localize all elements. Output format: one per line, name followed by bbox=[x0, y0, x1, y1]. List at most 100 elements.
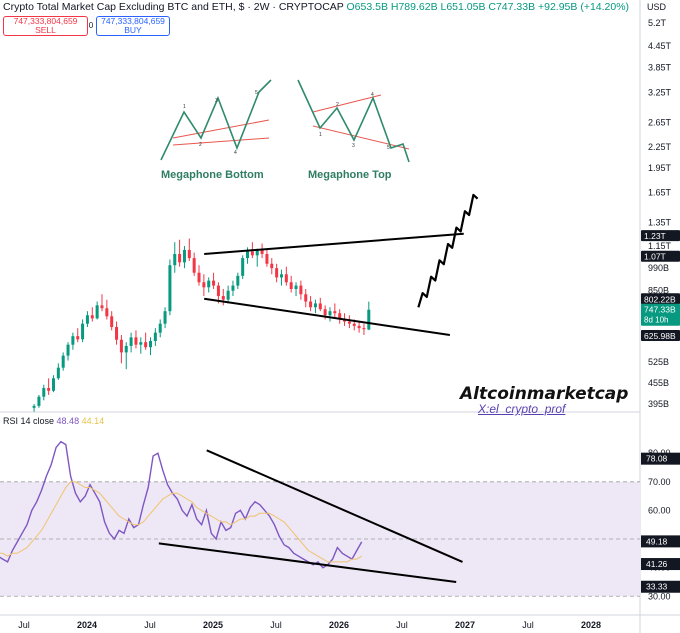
candle-body bbox=[61, 355, 65, 368]
watermark-title: Altcoinmarketcap bbox=[460, 384, 629, 404]
rsi-trendline bbox=[158, 542, 457, 583]
candle-body bbox=[144, 342, 148, 348]
candle-body bbox=[231, 285, 235, 291]
top-point-5: 5 bbox=[387, 145, 390, 151]
candle-body bbox=[357, 325, 361, 329]
price-tick-label: 525B bbox=[648, 357, 669, 367]
candle-body bbox=[284, 274, 288, 283]
candle-body bbox=[168, 265, 172, 312]
price-tick-label: 3.25T bbox=[648, 87, 672, 97]
buy-button[interactable]: 747,333,804,659 BUY bbox=[96, 16, 170, 36]
candle-body bbox=[81, 323, 85, 340]
price-tick-label: 990B bbox=[648, 263, 669, 273]
price-trendline bbox=[204, 297, 451, 336]
candle-body bbox=[279, 274, 283, 278]
candle-body bbox=[76, 336, 80, 340]
time-tick-label: Jul bbox=[270, 620, 282, 630]
rsi-label-text: 41.26 bbox=[646, 559, 668, 569]
candle-body bbox=[187, 249, 191, 259]
price-tick-label: 1.65T bbox=[648, 188, 672, 198]
time-tick-label: Jul bbox=[144, 620, 156, 630]
rsi-label-text: 33.33 bbox=[646, 582, 668, 592]
candle-body bbox=[250, 251, 254, 256]
candle-body bbox=[318, 303, 322, 310]
candle-body bbox=[216, 285, 220, 297]
price-label-text: 1.07T bbox=[644, 252, 666, 262]
price-tick-label: 455B bbox=[648, 378, 669, 388]
candle-body bbox=[153, 332, 157, 341]
buy-label: BUY bbox=[124, 25, 142, 35]
price-label-tag bbox=[641, 303, 680, 326]
price-tick-label: 2.65T bbox=[648, 118, 672, 128]
candles bbox=[32, 238, 371, 412]
megaphone-bottom-lower-bound bbox=[172, 137, 270, 146]
candle-body bbox=[105, 308, 109, 317]
candle-body bbox=[343, 319, 347, 322]
currency-label: USD bbox=[647, 2, 667, 12]
candle-body bbox=[265, 253, 269, 264]
rsi-label[interactable]: RSI 14 close bbox=[3, 416, 55, 426]
sell-button[interactable]: 747,333,804,659 SELL bbox=[3, 16, 88, 36]
top-point-3: 3 bbox=[352, 143, 355, 149]
price-axis[interactable]: 5.2T 4.45T 3.85T 3.25T 2.65T 2.25T 1.95T 1.65T 1… bbox=[641, 2, 680, 601]
candle-body bbox=[323, 309, 327, 316]
rsi-label-tag bbox=[641, 558, 680, 571]
price-tick-label: 850B bbox=[648, 286, 669, 296]
candle-body bbox=[275, 268, 279, 278]
candle-body bbox=[182, 249, 186, 263]
bottom-point-3: 3 bbox=[215, 98, 218, 104]
top-point-4: 4 bbox=[371, 92, 374, 98]
rsi-line bbox=[0, 440, 363, 569]
candle-body bbox=[158, 323, 162, 333]
watermark-handle[interactable]: X:el_crypto_prof bbox=[478, 402, 566, 416]
time-tick-label: 2025 bbox=[203, 620, 223, 630]
price-tick-label: 1.95T bbox=[648, 163, 672, 173]
spread-value: 0 bbox=[88, 21, 94, 30]
sell-price: 747,333,804,659 bbox=[13, 16, 78, 26]
candle-body bbox=[129, 337, 133, 346]
rsi-header: RSI 14 close 48.48 44.14 bbox=[3, 416, 104, 426]
candle-body bbox=[47, 388, 51, 391]
price-tick-label: 395B bbox=[648, 399, 669, 409]
candle-body bbox=[304, 294, 308, 302]
candle-body bbox=[178, 253, 182, 263]
time-tick-label: 2024 bbox=[77, 620, 97, 630]
symbol-title[interactable]: Crypto Total Market Cap Excluding BTC an… bbox=[3, 1, 344, 13]
candle-body bbox=[173, 253, 177, 266]
time-tick-label: Jul bbox=[396, 620, 408, 630]
candle-body bbox=[32, 405, 36, 408]
candle-body bbox=[212, 280, 216, 286]
top-point-2: 2 bbox=[336, 102, 339, 108]
price-label-countdown: 8d 10h bbox=[644, 316, 668, 325]
candle-body bbox=[352, 323, 356, 326]
candle-body bbox=[362, 328, 366, 330]
candle-body bbox=[42, 388, 46, 397]
candle-body bbox=[100, 305, 104, 309]
price-trendline bbox=[204, 232, 464, 255]
price-label-tag bbox=[641, 230, 680, 242]
time-tick-label: 2026 bbox=[329, 620, 349, 630]
candle-body bbox=[309, 301, 313, 308]
candle-body bbox=[294, 285, 298, 289]
candle-body bbox=[95, 305, 99, 319]
rsi-label-tag bbox=[641, 580, 680, 593]
candle-body bbox=[367, 309, 371, 330]
chart-header: Crypto Total Market Cap Excluding BTC an… bbox=[3, 1, 629, 13]
rsi-tick-label: 30.00 bbox=[648, 591, 671, 601]
candle-body bbox=[66, 344, 70, 356]
rsi-tick-label: 60.00 bbox=[648, 505, 671, 515]
price-tick-label: 1.35T bbox=[648, 217, 672, 227]
candle-body bbox=[163, 311, 167, 324]
bottom-point-1: 1 bbox=[183, 104, 186, 110]
buy-price: 747,333,804,659 bbox=[101, 16, 165, 26]
time-tick-label: Jul bbox=[522, 620, 534, 630]
candle-body bbox=[149, 340, 153, 348]
candle-body bbox=[119, 339, 123, 353]
candle-body bbox=[260, 249, 264, 254]
candle-body bbox=[202, 282, 206, 288]
time-axis[interactable]: Jul 2024 Jul 2025 Jul 2026 Jul 2027 Jul 2028 bbox=[18, 620, 601, 630]
megaphone-top-lower-bound bbox=[312, 125, 410, 150]
trendlines bbox=[158, 193, 479, 583]
candle-body bbox=[299, 285, 303, 295]
candle-body bbox=[289, 282, 293, 289]
